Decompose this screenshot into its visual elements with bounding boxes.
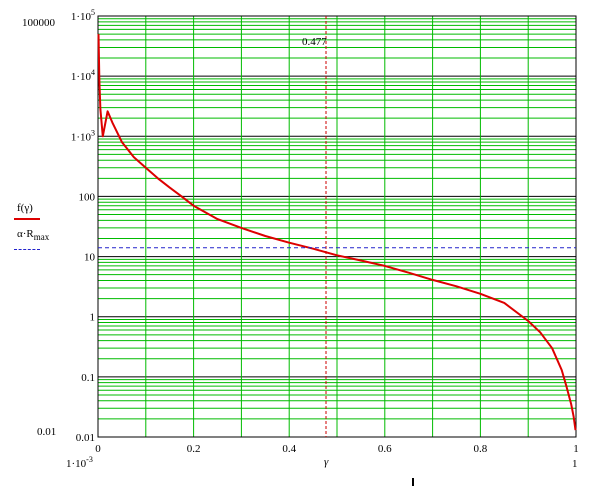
y-tick-label: 1·103 bbox=[71, 128, 95, 143]
y-tick-label: 1·105 bbox=[71, 8, 95, 23]
plot-frame bbox=[97, 15, 577, 438]
y-tick-label: 1 bbox=[90, 312, 96, 324]
y-tick-label: 100 bbox=[79, 191, 96, 203]
legend-series-2-swatch bbox=[14, 249, 40, 250]
x-tick-label: 0.4 bbox=[282, 443, 296, 455]
x-tick-label: 0.6 bbox=[378, 443, 392, 455]
marker-label: 0.477 bbox=[302, 36, 327, 48]
x-tick-label: 0.8 bbox=[474, 443, 488, 455]
x-axis-corner-left: 1·10-3 bbox=[66, 455, 93, 470]
y-tick-label: 1·104 bbox=[71, 68, 95, 83]
x-tick-label: 0 bbox=[95, 443, 101, 455]
cursor-tick bbox=[412, 478, 414, 486]
y-axis-corner-top: 100000 bbox=[22, 17, 55, 29]
legend-series-1-label: f(γ) bbox=[17, 202, 33, 214]
x-axis-label: γ bbox=[324, 456, 329, 468]
legend-series-2-label: α·Rmax bbox=[17, 228, 50, 242]
y-tick-label: 10 bbox=[84, 252, 96, 264]
x-axis-corner-right: 1 bbox=[572, 458, 578, 470]
series-1-line bbox=[97, 34, 577, 431]
y-axis-corner-bottom: 0.01 bbox=[37, 426, 57, 438]
y-tick-label: 0.1 bbox=[81, 372, 95, 384]
legend-series-1-swatch bbox=[14, 218, 40, 220]
x-tick-label: 1 bbox=[573, 443, 579, 455]
y-tick-label: 0.01 bbox=[76, 432, 95, 444]
x-tick-label: 0.2 bbox=[187, 443, 201, 455]
